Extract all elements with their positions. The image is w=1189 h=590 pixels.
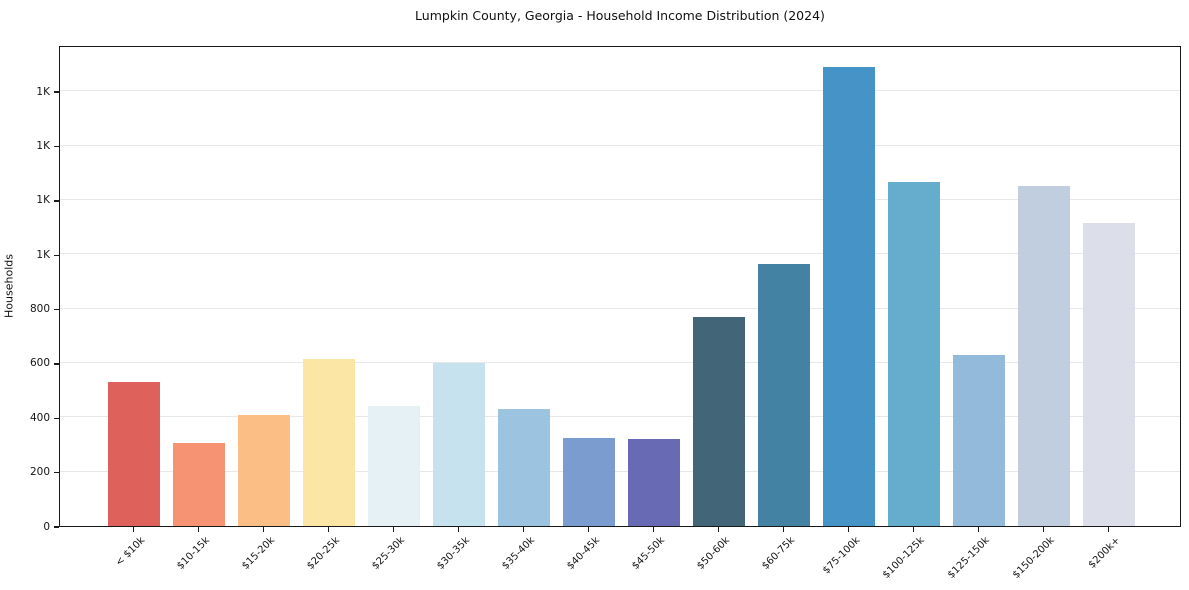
chart-title: Lumpkin County, Georgia - Household Inco…: [415, 8, 825, 23]
x-tick-mark: [912, 527, 914, 532]
x-tick-mark: [977, 527, 979, 532]
x-tick-mark: [327, 527, 329, 532]
y-tick-mark: [54, 471, 59, 474]
y-tick-label: 1K: [36, 194, 50, 207]
x-tick-mark: [1107, 527, 1109, 532]
x-tick-mark: [132, 527, 134, 532]
x-tick-label: $60-75k: [760, 535, 798, 572]
y-tick-label: 0: [43, 520, 50, 533]
y-tick-mark: [54, 417, 59, 419]
gridline: [60, 90, 1180, 92]
y-tick-label: 400: [29, 411, 50, 424]
x-tick-label: $15-20k: [240, 535, 278, 572]
gridline: [60, 361, 1180, 363]
y-tick-mark: [54, 363, 59, 365]
x-tick-label: $125-150k: [946, 535, 993, 581]
x-tick-mark: [847, 527, 849, 532]
x-tick-label: $20-25k: [305, 535, 343, 572]
bar: [758, 263, 811, 526]
x-tick-mark: [587, 527, 589, 532]
bar: [628, 439, 681, 526]
x-tick-mark: [1042, 527, 1044, 532]
x-tick-label: $30-35k: [435, 535, 473, 572]
x-tick-mark: [262, 527, 264, 532]
x-tick-label: $45-50k: [630, 535, 668, 572]
x-tick-label: $75-100k: [820, 535, 863, 577]
x-tick-label: $25-30k: [370, 535, 408, 572]
x-tick-mark: [717, 527, 719, 532]
gridline: [60, 470, 1180, 472]
x-tick-mark: [782, 527, 784, 532]
y-tick-mark: [54, 254, 59, 256]
x-tick-mark: [652, 527, 654, 532]
x-tick-label: < $10k: [113, 535, 148, 569]
y-tick-label: 800: [29, 303, 50, 316]
y-tick-mark: [54, 526, 59, 528]
x-tick-label: $35-40k: [500, 535, 538, 572]
y-tick-label: 1K: [36, 248, 50, 261]
bar: [498, 409, 551, 526]
y-tick-label: 1K: [36, 85, 50, 98]
gridline: [60, 198, 1180, 200]
bar: [1018, 186, 1071, 526]
y-tick-label: 200: [29, 466, 50, 479]
x-tick-label: $150-200k: [1011, 535, 1058, 581]
bar: [823, 66, 876, 526]
bar: [1083, 223, 1136, 526]
bar: [173, 443, 226, 526]
bar: [433, 362, 486, 526]
bar: [368, 406, 421, 526]
plot-area: [59, 46, 1181, 527]
x-tick-label: $40-45k: [565, 535, 603, 572]
gridline: [60, 307, 1180, 309]
x-tick-mark: [392, 527, 394, 532]
x-tick-label: $100-125k: [881, 535, 928, 581]
gridline: [60, 144, 1180, 146]
x-tick-label: $10-15k: [175, 535, 213, 572]
y-tick-mark: [54, 91, 59, 93]
x-tick-mark: [197, 527, 199, 532]
bar: [563, 437, 616, 526]
bar: [303, 358, 356, 526]
x-tick-label: $200k+: [1086, 535, 1123, 571]
y-tick-mark: [54, 145, 59, 148]
bar: [108, 381, 161, 526]
y-tick-label: 600: [29, 357, 50, 370]
bar: [953, 354, 1006, 526]
y-tick-mark: [54, 308, 59, 311]
y-tick-mark: [54, 200, 59, 202]
bar: [238, 414, 291, 526]
x-tick-mark: [457, 527, 459, 532]
gridline: [60, 416, 1180, 418]
bar: [693, 316, 746, 526]
gridline: [60, 253, 1180, 255]
x-tick-mark: [522, 527, 524, 532]
y-tick-label: 1K: [36, 140, 50, 153]
x-tick-label: $50-60k: [695, 535, 733, 572]
bar: [888, 182, 941, 526]
